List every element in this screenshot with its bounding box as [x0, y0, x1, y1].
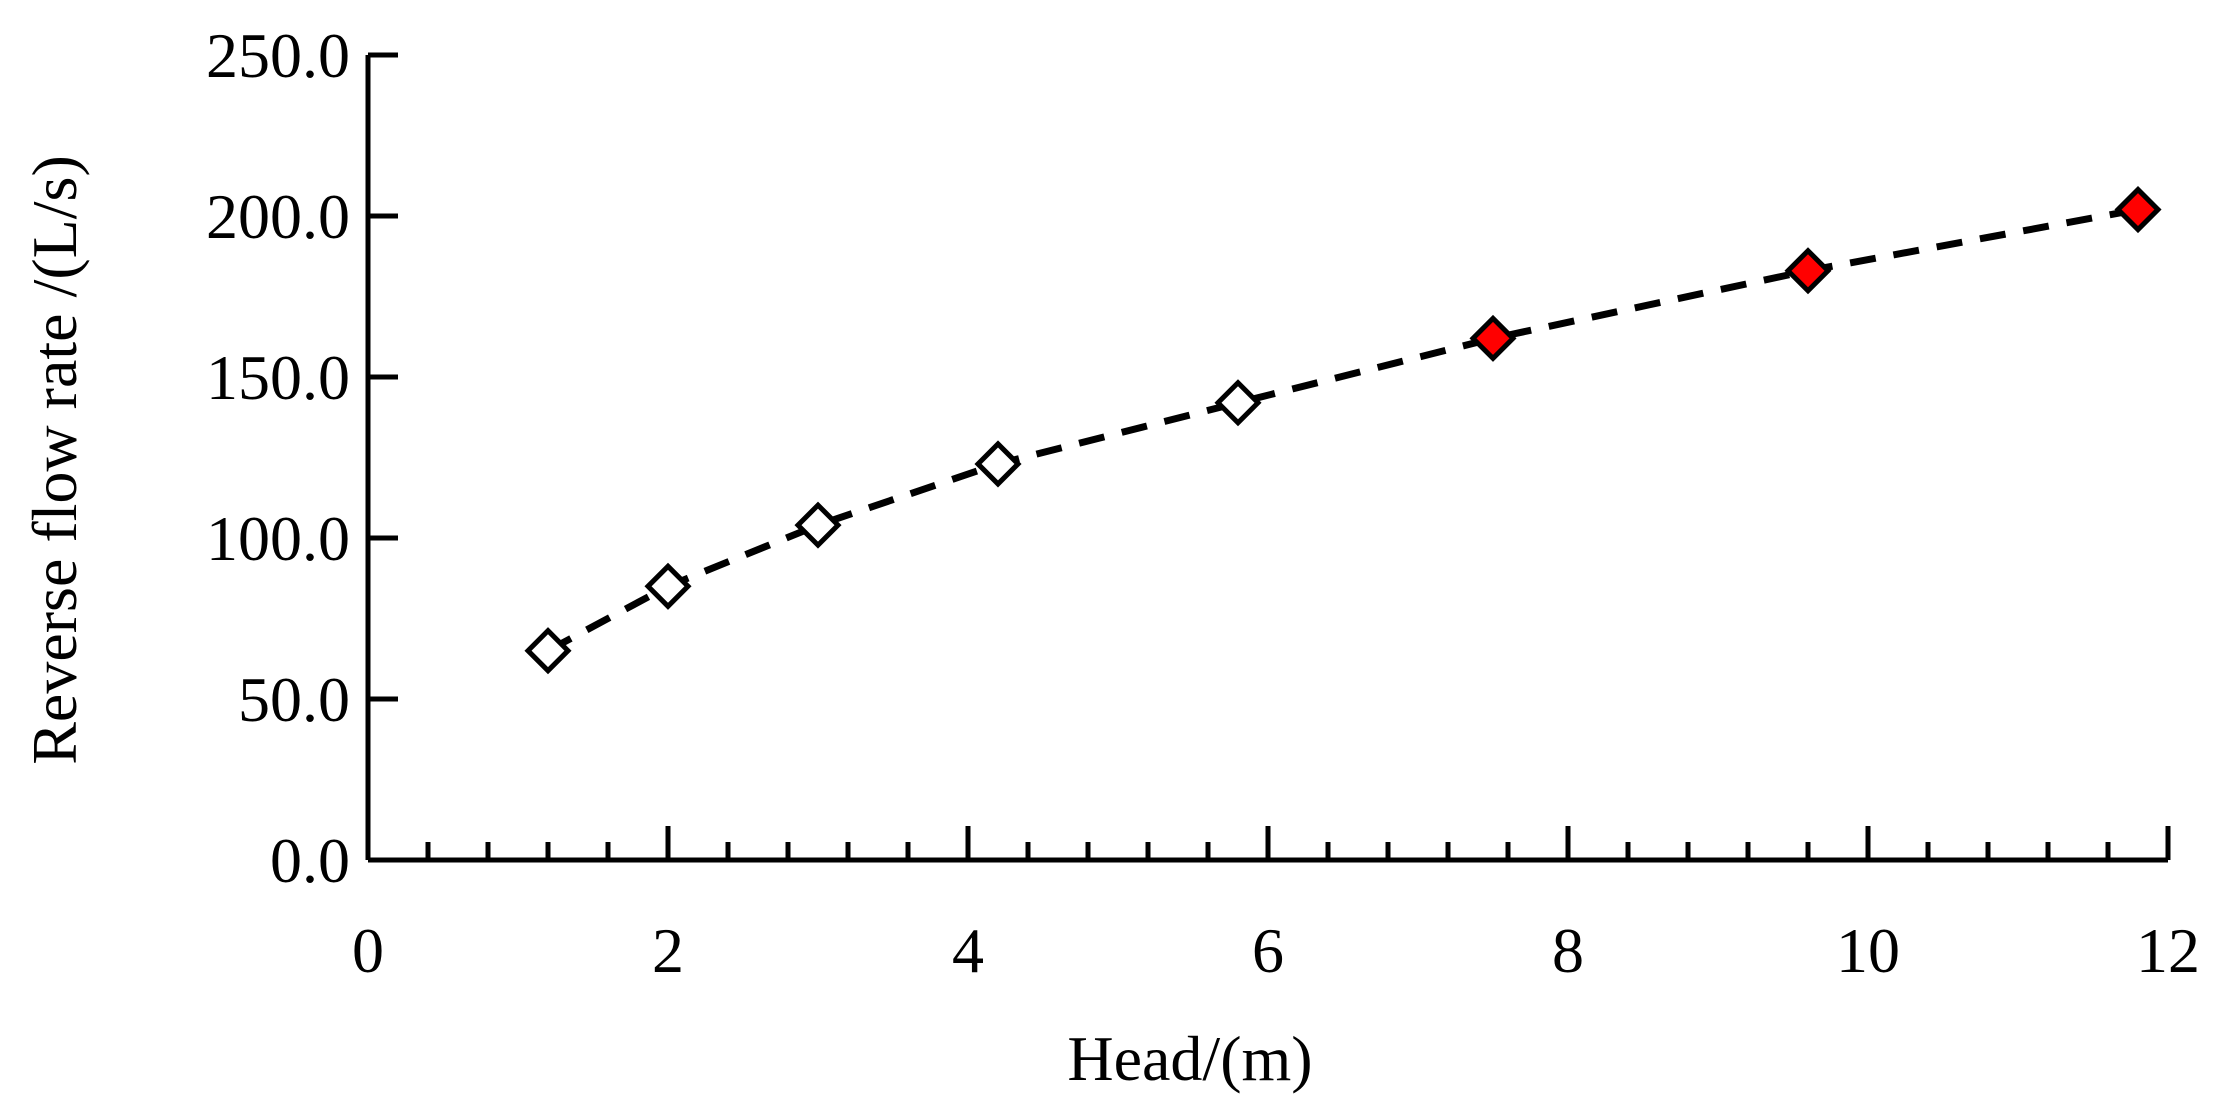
open-diamond-marker [794, 501, 842, 549]
open-diamond-marker [1214, 379, 1262, 427]
filled-diamond-marker [1784, 247, 1832, 295]
x-tick-label: 0 [352, 915, 384, 986]
open-diamond-marker [974, 440, 1022, 488]
open-diamond-marker [524, 627, 572, 675]
x-tick-label: 2 [652, 915, 684, 986]
trend-line [546, 206, 2139, 654]
axes [365, 55, 2168, 863]
x-tick-label: 10 [1836, 915, 1900, 986]
x-tick-label: 4 [952, 915, 984, 986]
data-markers [524, 186, 2162, 675]
filled-diamond-marker [2114, 186, 2162, 234]
y-tick-label: 250.0 [206, 20, 350, 91]
y-axis-title: Reverse flow rate /(L/s) [19, 155, 90, 765]
y-tick-label: 50.0 [238, 664, 350, 735]
y-tick-label: 0.0 [270, 825, 350, 896]
x-axis-title: Head/(m) [1067, 1023, 1312, 1094]
filled-diamond-marker [1469, 314, 1517, 362]
open-diamond-marker [644, 562, 692, 610]
y-tick-label: 100.0 [206, 503, 350, 574]
y-tick-label: 150.0 [206, 342, 350, 413]
x-ticks: 0 2 4 6 8 10 12 [352, 826, 2200, 986]
x-tick-label: 8 [1552, 915, 1584, 986]
x-tick-label: 12 [2136, 915, 2200, 986]
y-ticks: 0.0 50.0 100.0 150.0 200.0 250.0 [206, 20, 398, 896]
series-line [546, 206, 2139, 654]
y-tick-label: 200.0 [206, 181, 350, 252]
x-tick-label: 6 [1252, 915, 1284, 986]
